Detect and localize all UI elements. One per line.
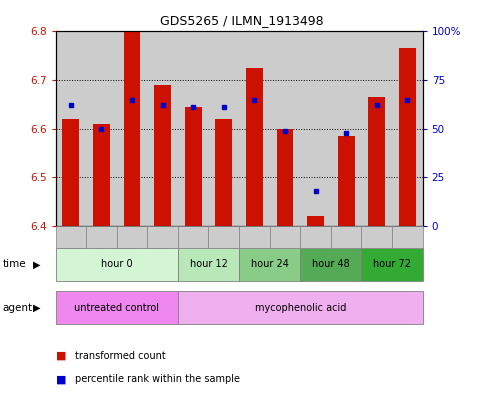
Text: percentile rank within the sample: percentile rank within the sample bbox=[75, 374, 240, 384]
Bar bbox=[300, 248, 361, 281]
Bar bbox=[361, 226, 392, 248]
Bar bbox=[239, 31, 270, 226]
Bar bbox=[338, 136, 355, 226]
Bar bbox=[392, 31, 423, 226]
Bar bbox=[215, 119, 232, 226]
Bar bbox=[300, 226, 331, 248]
Bar bbox=[117, 226, 147, 248]
Bar bbox=[86, 226, 117, 248]
Bar bbox=[178, 291, 423, 324]
Bar bbox=[239, 226, 270, 248]
Bar bbox=[56, 31, 86, 226]
Bar bbox=[147, 226, 178, 248]
Text: mycophenolic acid: mycophenolic acid bbox=[255, 303, 346, 312]
Bar bbox=[239, 248, 300, 281]
Bar bbox=[56, 226, 86, 248]
Text: transformed count: transformed count bbox=[75, 351, 166, 361]
Bar bbox=[56, 248, 178, 281]
Text: untreated control: untreated control bbox=[74, 303, 159, 312]
Bar bbox=[62, 119, 79, 226]
Bar bbox=[246, 68, 263, 226]
Bar bbox=[86, 31, 117, 226]
Bar bbox=[331, 226, 361, 248]
Bar bbox=[185, 107, 201, 226]
Bar bbox=[209, 31, 239, 226]
Bar bbox=[56, 291, 178, 324]
Text: ▶: ▶ bbox=[33, 303, 41, 312]
Text: hour 0: hour 0 bbox=[101, 259, 132, 269]
Bar bbox=[209, 226, 239, 248]
Text: agent: agent bbox=[2, 303, 32, 312]
Bar bbox=[270, 31, 300, 226]
Bar bbox=[399, 48, 416, 226]
Bar bbox=[178, 226, 209, 248]
Text: hour 48: hour 48 bbox=[312, 259, 350, 269]
Text: GDS5265 / ILMN_1913498: GDS5265 / ILMN_1913498 bbox=[160, 14, 323, 27]
Text: ▶: ▶ bbox=[33, 259, 41, 269]
Bar bbox=[369, 97, 385, 226]
Bar bbox=[331, 31, 361, 226]
Text: ■: ■ bbox=[56, 351, 66, 361]
Bar bbox=[154, 85, 171, 226]
Text: ■: ■ bbox=[56, 374, 66, 384]
Bar bbox=[307, 216, 324, 226]
Bar bbox=[124, 31, 141, 226]
Bar bbox=[178, 248, 239, 281]
Bar bbox=[270, 226, 300, 248]
Bar bbox=[147, 31, 178, 226]
Bar bbox=[277, 129, 293, 226]
Bar bbox=[178, 31, 209, 226]
Text: time: time bbox=[2, 259, 26, 269]
Text: hour 72: hour 72 bbox=[373, 259, 411, 269]
Bar bbox=[117, 31, 147, 226]
Text: hour 12: hour 12 bbox=[189, 259, 227, 269]
Bar bbox=[361, 31, 392, 226]
Bar bbox=[361, 248, 423, 281]
Bar bbox=[392, 226, 423, 248]
Bar bbox=[300, 31, 331, 226]
Bar bbox=[93, 124, 110, 226]
Text: hour 24: hour 24 bbox=[251, 259, 289, 269]
